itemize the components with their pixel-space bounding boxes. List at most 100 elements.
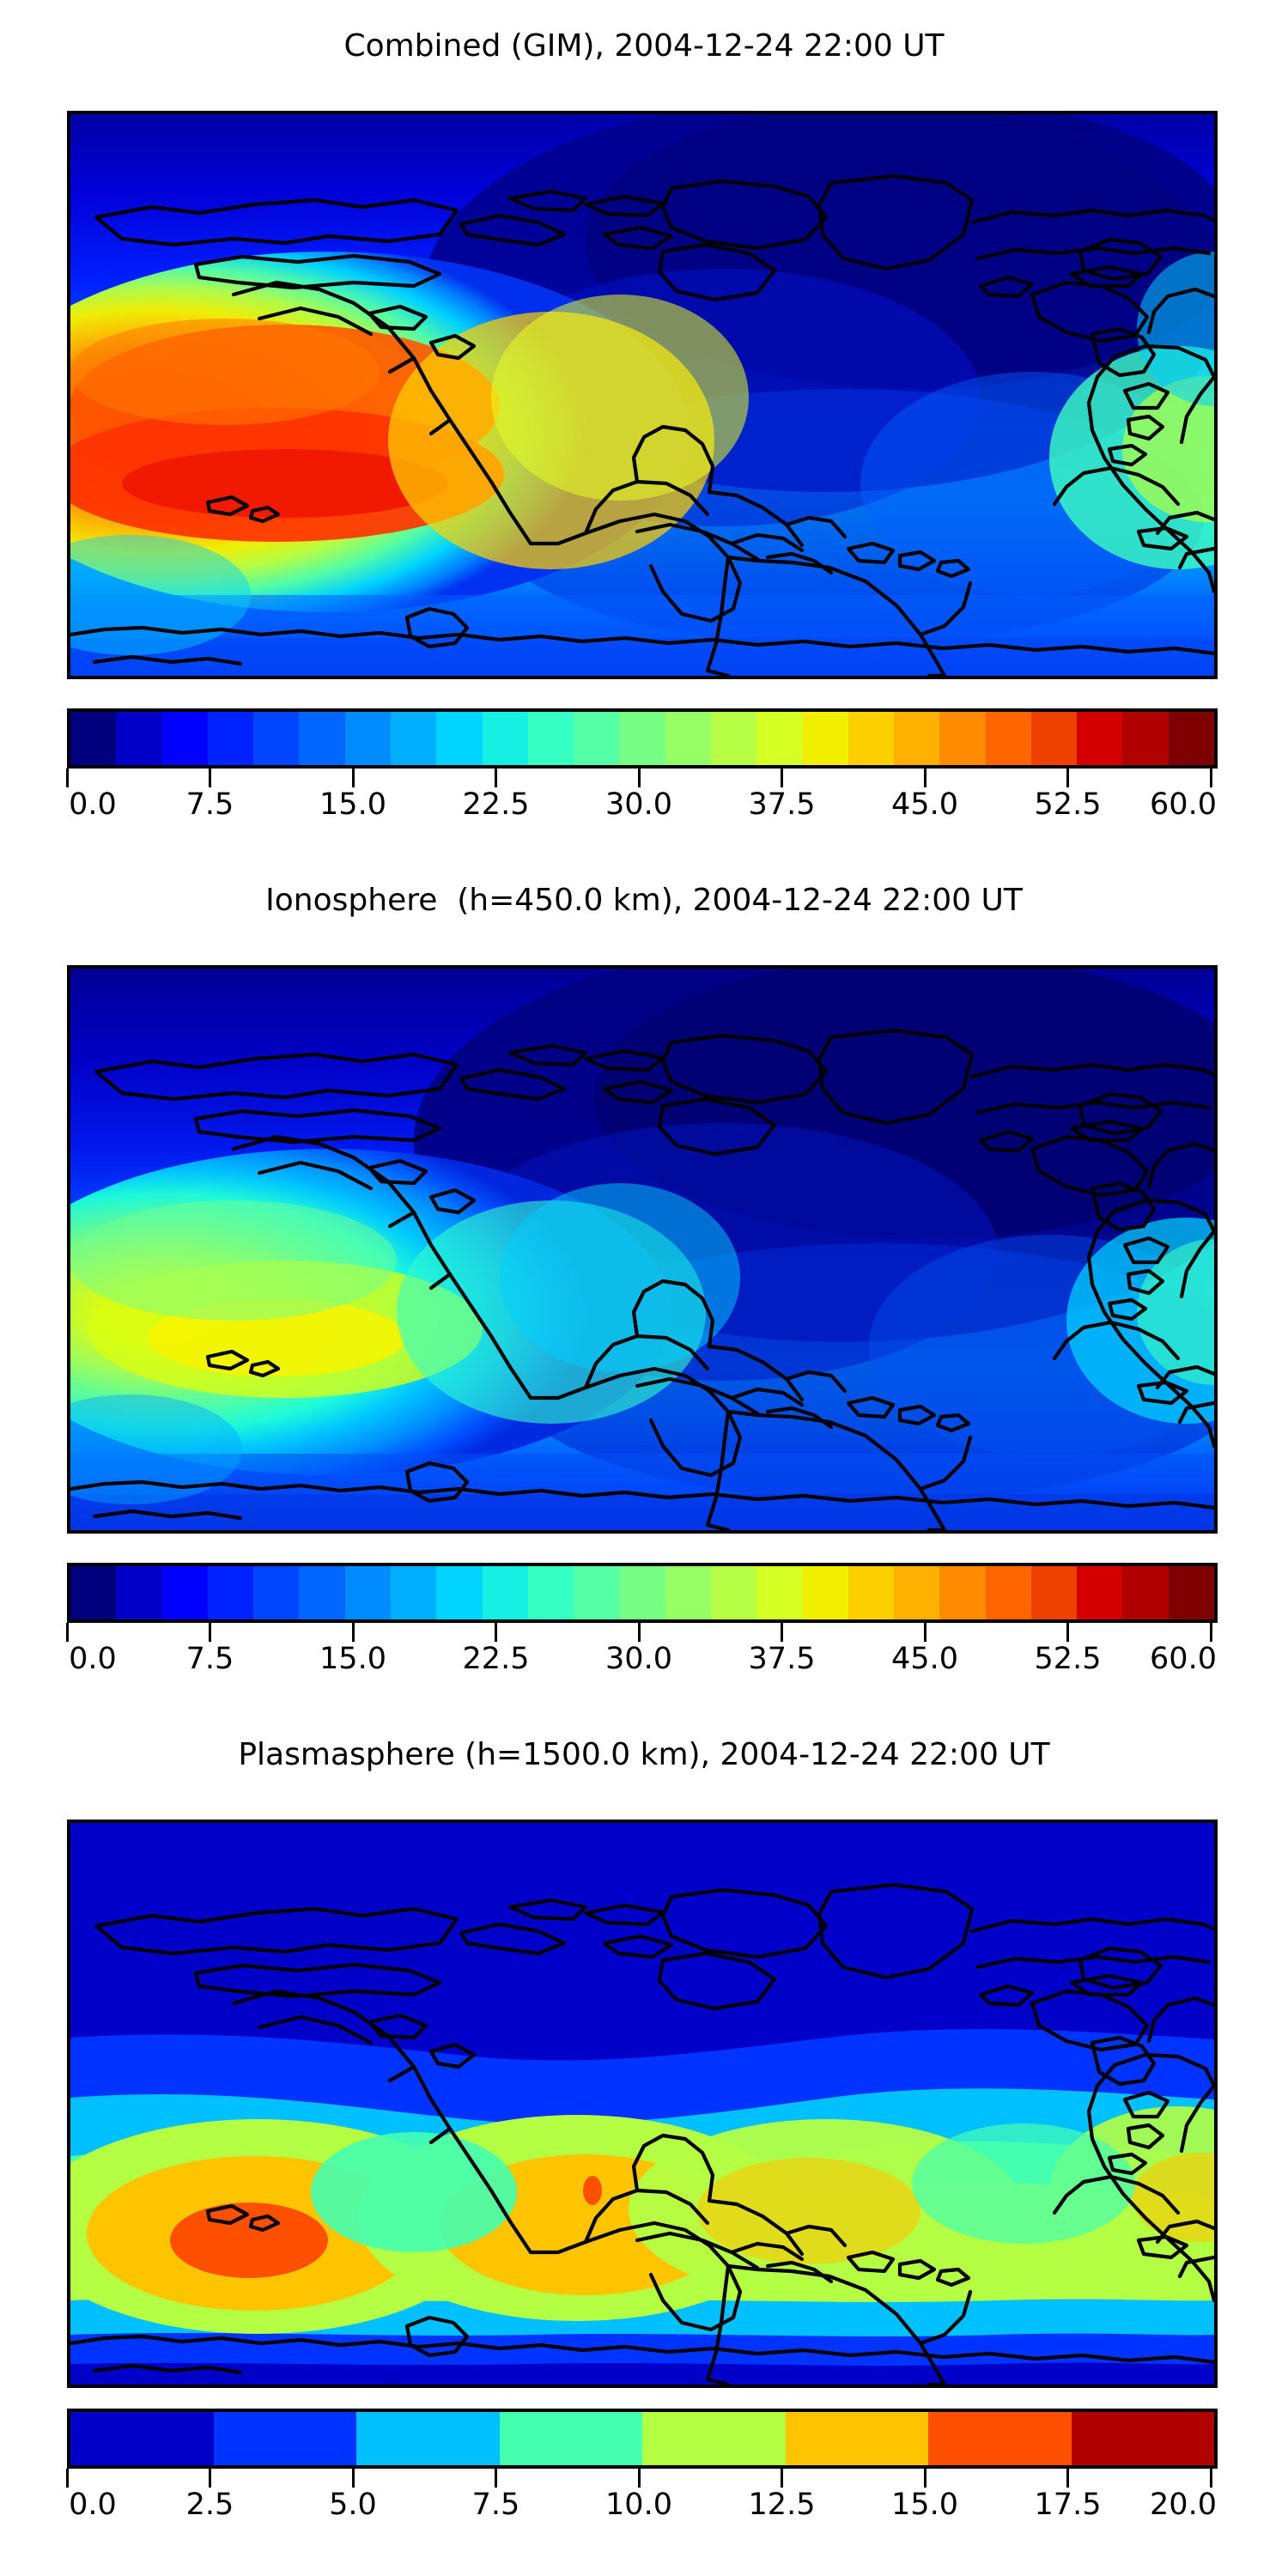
colorbar-tick-label: 52.5	[1034, 1642, 1102, 1676]
colorbar-segment	[70, 2412, 214, 2465]
colorbar-segment	[70, 1566, 117, 1619]
colorbar-tick-label: 17.5	[1034, 2488, 1102, 2522]
colorbar-segment	[1071, 2412, 1214, 2465]
colorbar-segment	[207, 712, 254, 765]
colorbar-tick-label: 0.0	[69, 1642, 117, 1676]
colorbar-tick-label: 7.5	[185, 1642, 234, 1676]
colorbar-labels-ionosphere: 0.0 7.5 15.0 22.5 30.0 37.5 45.0 52.5 60.0	[64, 1642, 1217, 1681]
colorbar-segment	[1077, 712, 1123, 765]
colorbar-tick	[65, 769, 69, 787]
colorbar-segment	[928, 2412, 1072, 2465]
colorbar-tick	[781, 1623, 783, 1642]
colorbar-segment	[1122, 1566, 1169, 1619]
colorbar-segment	[665, 1566, 711, 1619]
colorbar-gradient-combined[interactable]	[67, 708, 1218, 769]
colorbar-segment	[207, 1566, 254, 1619]
colorbar-tick	[209, 2469, 211, 2488]
colorbar-tick-label: 0.0	[69, 787, 117, 822]
colorbar-tick	[637, 769, 641, 787]
colorbar-segment	[299, 1566, 345, 1619]
coastline-layer	[70, 1882, 1214, 2385]
colorbar-segment	[436, 1566, 483, 1619]
colorbar-segment	[574, 1566, 620, 1619]
colorbar-labels-combined: 0.0 7.5 15.0 22.5 30.0 37.5 45.0 52.5 60.0	[64, 787, 1217, 827]
colorbar-segment	[985, 712, 1031, 765]
colorbar-tick-label: 2.5	[185, 2488, 234, 2522]
colorbar-segment	[665, 712, 711, 765]
colorbar-segment	[1030, 1566, 1078, 1619]
panel-title-ionosphere: Ionosphere (h=450.0 km), 2004-12-24 22:0…	[265, 883, 1023, 918]
colorbar-plasmasphere: 0.0 2.5 5.0 7.5 10.0 12.5 15.0 17.5 20.0	[64, 2409, 1218, 2527]
colorbar-segment	[499, 2412, 642, 2465]
colorbar-tick	[1066, 2469, 1069, 2488]
map-canvas	[70, 1823, 1214, 2385]
colorbar-tick-label: 7.5	[471, 2488, 520, 2522]
colorbar-segment	[642, 2412, 786, 2465]
tec-field-combined	[70, 114, 1214, 676]
colorbar-segment	[116, 712, 162, 765]
colorbar-segment	[785, 2412, 928, 2465]
colorbar-segment	[213, 2412, 356, 2465]
colorbar-gradient-ionosphere[interactable]	[67, 1563, 1218, 1623]
colorbar-tick	[1066, 1623, 1069, 1642]
colorbar-tick-label: 5.0	[329, 2488, 377, 2522]
colorbar-segment	[894, 712, 940, 765]
colorbar-segment	[390, 1566, 437, 1619]
colorbar-tick	[923, 1623, 927, 1642]
colorbar-tick	[351, 1623, 355, 1642]
tec-field-plasmasphere	[70, 1823, 1214, 2385]
colorbar-segment	[939, 1566, 986, 1619]
colorbar-segment	[710, 1566, 757, 1619]
colorbar-segment	[985, 1566, 1031, 1619]
colorbar-tick	[65, 1623, 69, 1642]
colorbar-tick-label: 0.0	[69, 2488, 117, 2522]
colorbar-segment	[344, 1566, 391, 1619]
colorbar-tick-label: 60.0	[1150, 787, 1217, 822]
colorbar-segment	[802, 712, 848, 765]
colorbar-segment	[344, 712, 391, 765]
colorbar-segment	[1077, 1566, 1123, 1619]
colorbar-tick	[351, 769, 355, 787]
coastline-layer	[70, 173, 1214, 676]
panel-title-plasmasphere: Plasmasphere (h=1500.0 km), 2004-12-24 2…	[238, 1737, 1050, 1772]
colorbar-gradient-plasmasphere[interactable]	[67, 2409, 1218, 2469]
colorbar-segment	[619, 712, 665, 765]
colorbar-tick-label: 10.0	[605, 2488, 672, 2522]
colorbar-tick	[781, 769, 783, 787]
colorbar-tick	[495, 1623, 497, 1642]
colorbar-tick-label: 45.0	[891, 787, 958, 822]
colorbar-ionosphere: 0.0 7.5 15.0 22.5 30.0 37.5 45.0 52.5 60.0	[64, 1563, 1218, 1681]
colorbar-segment	[619, 1566, 665, 1619]
colorbar-tick-label: 37.5	[748, 787, 816, 822]
colorbar-ticks-combined	[64, 769, 1214, 787]
map-canvas	[70, 114, 1214, 676]
colorbar-segment	[1168, 1566, 1215, 1619]
colorbar-segment	[161, 1566, 208, 1619]
colorbar-tick-label: 15.0	[891, 2488, 958, 2522]
colorbar-segment	[710, 712, 757, 765]
colorbar-tick	[1066, 769, 1069, 787]
colorbar-segment	[894, 1566, 940, 1619]
colorbar-tick-label: 15.0	[319, 1642, 386, 1676]
coastline-layer	[70, 1028, 1214, 1530]
colorbar-tick-label: 52.5	[1034, 787, 1102, 822]
colorbar-tick	[65, 2469, 69, 2488]
colorbar-segment	[756, 1566, 803, 1619]
colorbar-tick	[1209, 769, 1212, 787]
colorbar-segment	[482, 1566, 528, 1619]
colorbar-tick-label: 37.5	[748, 1642, 816, 1676]
map-plasmasphere	[67, 1820, 1218, 2388]
colorbar-tick-label: 20.0	[1150, 2488, 1217, 2522]
colorbar-tick-label: 22.5	[462, 787, 530, 822]
colorbar-tick-label: 12.5	[748, 2488, 816, 2522]
colorbar-tick-label: 15.0	[319, 787, 386, 822]
colorbar-segment	[161, 712, 208, 765]
colorbar-segment	[436, 712, 483, 765]
colorbar-ticks-plasmasphere	[64, 2469, 1214, 2488]
colorbar-segment	[70, 712, 117, 765]
colorbar-segment	[527, 712, 574, 765]
colorbar-tick-label: 7.5	[185, 787, 234, 822]
colorbar-tick-label: 45.0	[891, 1642, 958, 1676]
colorbar-tick	[351, 2469, 355, 2488]
